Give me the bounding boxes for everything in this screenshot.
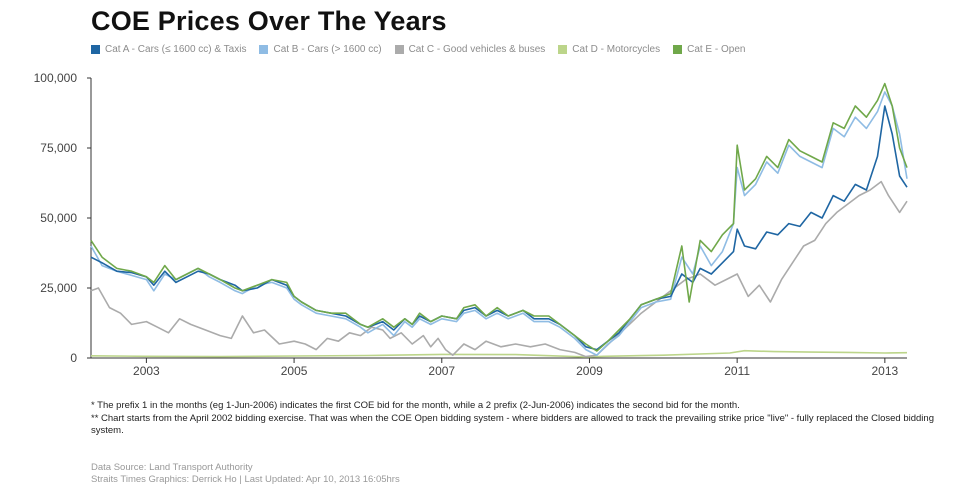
line-chart: 0 25,000 50,000 75,000 100,000 2003 2005 2007 20…	[34, 71, 908, 378]
x-tick-label: 2013	[871, 364, 898, 378]
legend-label: Cat D - Motorcycles	[572, 44, 661, 55]
legend-swatch	[673, 45, 683, 54]
data-source: Data Source: Land Transport Authority	[91, 462, 253, 473]
legend-item: Cat C - Good vehicles & buses	[394, 44, 546, 55]
legend-label: Cat E - Open	[687, 44, 746, 55]
series-line-cat-a	[90, 105, 908, 351]
note-prefix: * The prefix 1 in the months (eg 1-Jun-2…	[91, 400, 740, 411]
y-tick-label: 100,000	[34, 71, 78, 85]
series-line-cat-d	[90, 349, 908, 358]
legend-label: Cat B - Cars (> 1600 cc)	[273, 44, 382, 55]
legend-item: Cat B - Cars (> 1600 cc)	[259, 44, 382, 55]
chart-title: COE Prices Over The Years	[91, 6, 447, 36]
x-tick-label: 2011	[724, 364, 750, 378]
series-line-cat-e	[90, 82, 908, 352]
legend-swatch	[91, 45, 100, 54]
x-tick-label: 2003	[133, 364, 160, 378]
legend-item: Cat A - Cars (≤ 1600 cc) & Taxis	[91, 44, 246, 55]
y-tick-label: 0	[70, 351, 77, 365]
x-tick-label: 2005	[281, 364, 308, 378]
series-line-cat-c	[90, 180, 908, 358]
legend-swatch	[259, 45, 269, 54]
y-tick-label: 25,000	[40, 281, 77, 295]
graphics-credit: Straits Times Graphics: Derrick Ho | Las…	[91, 474, 400, 485]
x-tick-label: 2009	[576, 364, 603, 378]
chart-source: Data Source: Land Transport Authority St…	[91, 462, 400, 486]
x-tick-label: 2007	[428, 364, 455, 378]
y-tick-label: 75,000	[40, 141, 77, 155]
legend-swatch	[394, 45, 404, 54]
legend-label: Cat A - Cars (≤ 1600 cc) & Taxis	[105, 44, 247, 55]
legend-label: Cat C - Good vehicles & buses	[408, 44, 546, 55]
chart-notes: * The prefix 1 in the months (eg 1-Jun-2…	[91, 400, 941, 438]
y-tick-label: 50,000	[40, 211, 77, 225]
legend-item: Cat D - Motorcycles	[558, 44, 660, 55]
chart-legend: Cat A - Cars (≤ 1600 cc) & Taxis Cat B - …	[91, 44, 758, 55]
legend-swatch	[558, 45, 568, 54]
legend-item: Cat E - Open	[673, 44, 745, 55]
note-start: ** Chart starts from the April 2002 bidd…	[91, 413, 934, 436]
series-line-cat-b	[90, 91, 908, 356]
